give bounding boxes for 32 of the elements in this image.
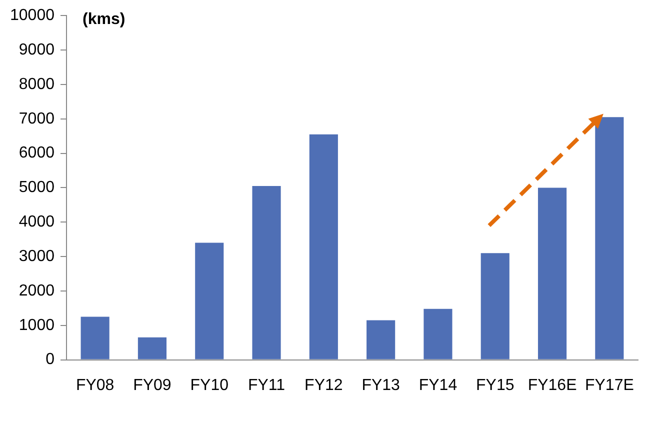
x-tick-label: FY13	[362, 376, 400, 394]
y-tick-label: 7000	[18, 110, 55, 128]
bar	[309, 134, 338, 360]
y-tick-label: 2000	[18, 282, 55, 300]
bar	[595, 117, 624, 360]
y-tick-label: 6000	[18, 144, 55, 162]
bar	[366, 320, 396, 360]
bar	[480, 253, 510, 360]
x-tick-label: FY09	[133, 376, 172, 394]
x-tick-label: FY16E	[528, 376, 577, 394]
y-tick-label: 9000	[18, 41, 55, 58]
bar	[80, 316, 110, 360]
y-tick-label: 0	[46, 351, 55, 368]
bar	[195, 242, 224, 360]
x-tick-label: FY17E	[584, 376, 634, 394]
y-tick-label: 4000	[18, 214, 55, 231]
bar	[252, 186, 281, 360]
y-tick-label: 3000	[18, 248, 55, 265]
y-tick-label: 1000	[18, 316, 55, 334]
x-tick-label: FY08	[76, 376, 114, 394]
y-tick-label: 8000	[18, 76, 55, 93]
x-tick-label: FY10	[190, 376, 229, 394]
bar	[538, 188, 567, 360]
y-axis-title: (kms)	[82, 11, 126, 28]
y-tick-label: 5000	[18, 179, 55, 196]
x-tick-label: FY11	[248, 376, 286, 394]
bar	[138, 337, 167, 360]
bar	[424, 308, 452, 360]
x-tick-label: FY15	[476, 376, 514, 394]
x-tick-label: FY12	[304, 376, 343, 394]
x-tick-label: FY14	[418, 376, 458, 394]
y-tick-label: 10000	[10, 7, 55, 24]
